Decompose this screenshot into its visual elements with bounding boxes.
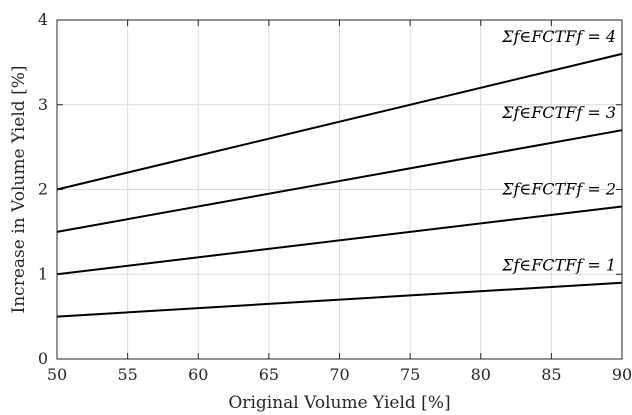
x-tick-label: 80 — [471, 365, 491, 384]
series-label-3: Σf∈FCTFf = 3 — [501, 103, 616, 122]
x-tick-label: 50 — [47, 365, 67, 384]
x-tick-label: 90 — [612, 365, 632, 384]
x-axis-label: Original Volume Yield [%] — [228, 393, 450, 413]
y-tick-label: 0 — [38, 349, 48, 368]
tick-labels: 50 55 60 65 70 75 80 85 90 0 1 2 3 4 — [38, 10, 632, 384]
y-tick-label: 4 — [38, 10, 48, 29]
series-label-4: Σf∈FCTFf = 4 — [501, 27, 616, 46]
y-tick-label: 2 — [38, 180, 48, 199]
ticks — [56, 19, 623, 360]
x-tick-label: 70 — [329, 365, 349, 384]
x-tick-label: 55 — [117, 365, 137, 384]
series-line-3 — [56, 129, 623, 233]
y-axis-label: Increase in Volume Yield [%] — [9, 66, 29, 314]
y-tick-label: 3 — [38, 95, 48, 114]
x-tick-label: 75 — [400, 365, 420, 384]
series-labels: Σf∈FCTFf = 1 Σf∈FCTFf = 2 Σf∈FCTFf = 3 Σf∈F… — [501, 27, 616, 275]
series-line-1 — [56, 281, 623, 318]
x-tick-label: 60 — [188, 365, 208, 384]
series-line-4 — [56, 52, 623, 191]
series-group — [56, 52, 623, 318]
series-label-2: Σf∈FCTFf = 2 — [501, 179, 616, 198]
y-tick-label: 1 — [38, 264, 48, 283]
x-tick-label: 85 — [541, 365, 561, 384]
x-tick-label: 65 — [259, 365, 279, 384]
series-label-1: Σf∈FCTFf = 1 — [501, 256, 616, 275]
series-line-2 — [56, 205, 623, 276]
